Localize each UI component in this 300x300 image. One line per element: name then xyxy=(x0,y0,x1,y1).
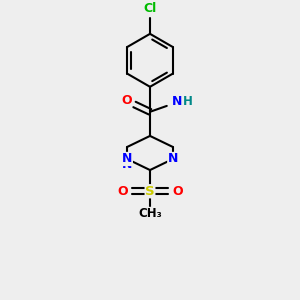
Text: O: O xyxy=(121,94,132,107)
Text: N: N xyxy=(122,158,132,171)
Text: S: S xyxy=(145,185,155,198)
Text: O: O xyxy=(172,185,183,198)
Text: CH₃: CH₃ xyxy=(138,207,162,220)
Text: N: N xyxy=(168,152,178,166)
Text: N: N xyxy=(122,152,132,166)
Text: N: N xyxy=(172,95,182,108)
Text: H: H xyxy=(183,95,193,108)
Text: O: O xyxy=(117,185,128,198)
Text: Cl: Cl xyxy=(143,2,157,15)
